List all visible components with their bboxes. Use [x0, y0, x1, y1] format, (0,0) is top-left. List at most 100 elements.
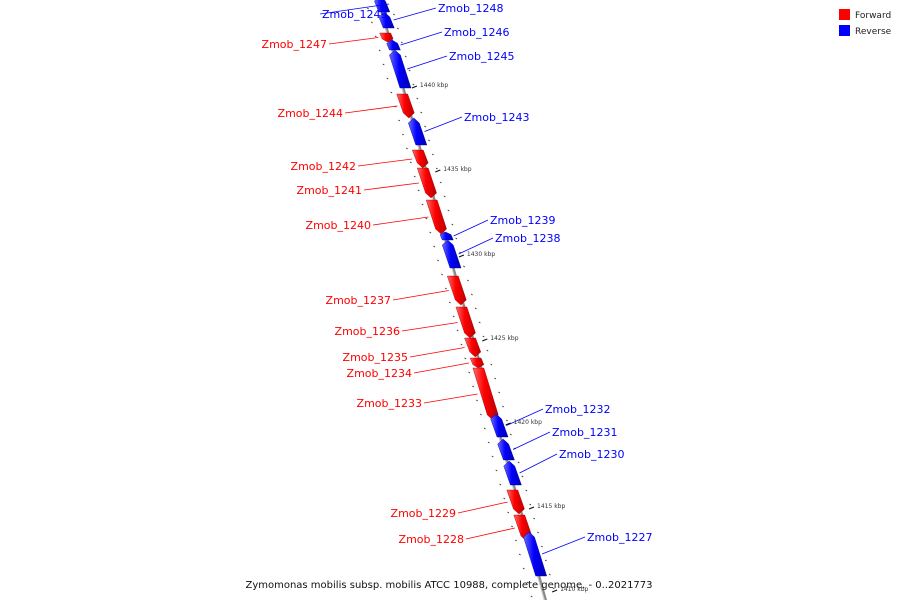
gene-label[interactable]: Zmob_1244: [278, 107, 343, 120]
gene-arrow[interactable]: [503, 460, 522, 486]
gene-label[interactable]: Zmob_1248: [438, 2, 503, 15]
gene-label[interactable]: Zmob_1243: [464, 111, 529, 124]
map-caption: Zymomonas mobilis subsp. mobilis ATCC 10…: [245, 580, 652, 591]
gene-label[interactable]: Zmob_1238: [495, 232, 560, 245]
gene-arrow[interactable]: [411, 149, 429, 169]
gene-arrow[interactable]: [389, 49, 412, 89]
gene-label[interactable]: Zmob_1249: [322, 8, 387, 21]
minor-tick-right: [420, 111, 423, 114]
minor-tick-right: [424, 125, 427, 128]
gene-label[interactable]: Zmob_1236: [335, 325, 400, 338]
gene-label[interactable]: Zmob_1235: [343, 351, 408, 364]
gene-arrow[interactable]: [396, 93, 415, 119]
gene-label[interactable]: Zmob_1231: [552, 426, 617, 439]
gene-label[interactable]: Zmob_1233: [357, 397, 422, 410]
gene-zmob-1244[interactable]: [396, 93, 415, 119]
gene-leader-line: [319, 3, 390, 15]
gene-zmob-1231[interactable]: [497, 438, 515, 461]
minor-tick-right: [498, 391, 501, 394]
minor-tick-right: [502, 405, 504, 408]
gene-zmob-1238[interactable]: [442, 239, 462, 269]
scale-marks: 1440 kbp 1435 kbp 1430 kbp 1425 kbp 1420 kbp…: [411, 82, 589, 593]
gene-label[interactable]: Zmob_1227: [587, 531, 652, 544]
gene-arrow[interactable]: [455, 306, 476, 339]
gene-arrow[interactable]: [490, 413, 509, 438]
minor-tick-right: [451, 223, 454, 226]
gene-zmob-1248[interactable]: [378, 11, 395, 29]
gene-arrow[interactable]: [506, 489, 525, 515]
minor-tick-right: [400, 41, 403, 44]
minor-tick-left: [386, 77, 389, 80]
gene-label[interactable]: Zmob_1245: [449, 50, 514, 63]
minor-tick-left: [530, 595, 533, 598]
gene-zmob-1237[interactable]: [446, 275, 467, 306]
gene-leader-line: [519, 453, 558, 474]
gene-label[interactable]: Zmob_1241: [297, 184, 362, 197]
minor-tick-left: [476, 399, 478, 402]
scale-tick: [411, 85, 418, 89]
gene-label[interactable]: Zmob_1242: [291, 160, 356, 173]
gene-zmob-1232[interactable]: [490, 413, 509, 438]
minor-tick-left: [464, 357, 467, 360]
legend-reverse-swatch: [839, 25, 850, 36]
gene-zmob-1245[interactable]: [389, 49, 412, 89]
gene-zmob-1241[interactable]: [416, 167, 437, 199]
gene-arrow[interactable]: [442, 239, 462, 269]
minor-tick-left: [409, 161, 412, 164]
gene-label[interactable]: Zmob_1228: [399, 533, 464, 546]
gene-arrow[interactable]: [523, 531, 547, 577]
gene-zmob-1243[interactable]: [408, 117, 428, 146]
minor-tick-left: [429, 231, 432, 234]
minor-tick-right: [521, 475, 524, 478]
gene-label[interactable]: Zmob_1247: [262, 38, 327, 51]
minor-tick-right: [482, 335, 485, 338]
gene-arrow[interactable]: [497, 438, 515, 461]
gene-arrow[interactable]: [469, 357, 485, 369]
gene-arrow[interactable]: [379, 32, 394, 43]
minor-tick-left: [460, 343, 463, 346]
gene-zmob-1227[interactable]: [523, 531, 547, 577]
gene-label[interactable]: Zmob_1240: [306, 219, 371, 232]
minor-tick-right: [517, 461, 520, 464]
minor-tick-right: [509, 433, 512, 436]
gene-zmob-1235[interactable]: [464, 337, 482, 358]
gene-label[interactable]: Zmob_1234: [347, 367, 412, 380]
legend-forward-swatch: [839, 9, 850, 20]
minor-tick-left: [390, 91, 393, 94]
gene-leader-line: [423, 393, 478, 404]
minor-tick-right: [463, 265, 466, 268]
gene-arrow[interactable]: [446, 275, 467, 306]
minor-tick-right: [466, 279, 469, 282]
minor-tick-right: [396, 27, 399, 30]
gene-leader-line: [357, 158, 413, 167]
minor-tick-right: [435, 167, 438, 170]
gene-zmob-1242[interactable]: [411, 149, 429, 169]
minor-tick-right: [455, 237, 458, 240]
minor-tick-left: [511, 525, 514, 528]
minor-tick-right: [470, 293, 473, 296]
minor-tick-right: [540, 545, 543, 548]
minor-tick-right: [486, 349, 489, 352]
minor-tick-left: [425, 217, 428, 220]
minor-tick-right: [431, 153, 434, 156]
gene-label[interactable]: Zmob_1246: [444, 26, 509, 39]
gene-label[interactable]: Zmob_1229: [391, 507, 456, 520]
gene-arrow[interactable]: [464, 337, 482, 358]
gene-leader-line: [372, 216, 429, 226]
gene-label[interactable]: Zmob_1232: [545, 403, 610, 416]
gene-label[interactable]: Zmob_1237: [326, 294, 391, 307]
gene-label[interactable]: Zmob_1239: [490, 214, 555, 227]
gene-arrow[interactable]: [425, 199, 447, 235]
gene-zmob-1247[interactable]: [379, 32, 394, 43]
gene-arrow[interactable]: [378, 11, 395, 29]
gene-zmob-1229[interactable]: [506, 489, 525, 515]
gene-arrow[interactable]: [408, 117, 428, 146]
minor-tick-left: [440, 273, 443, 276]
gene-zmob-1240[interactable]: [425, 199, 447, 235]
gene-zmob-1230[interactable]: [503, 460, 522, 486]
gene-label[interactable]: Zmob_1230: [559, 448, 624, 461]
gene-arrow[interactable]: [416, 167, 437, 199]
gene-zmob-1234[interactable]: [469, 357, 485, 369]
gene-zmob-1236[interactable]: [455, 306, 476, 339]
